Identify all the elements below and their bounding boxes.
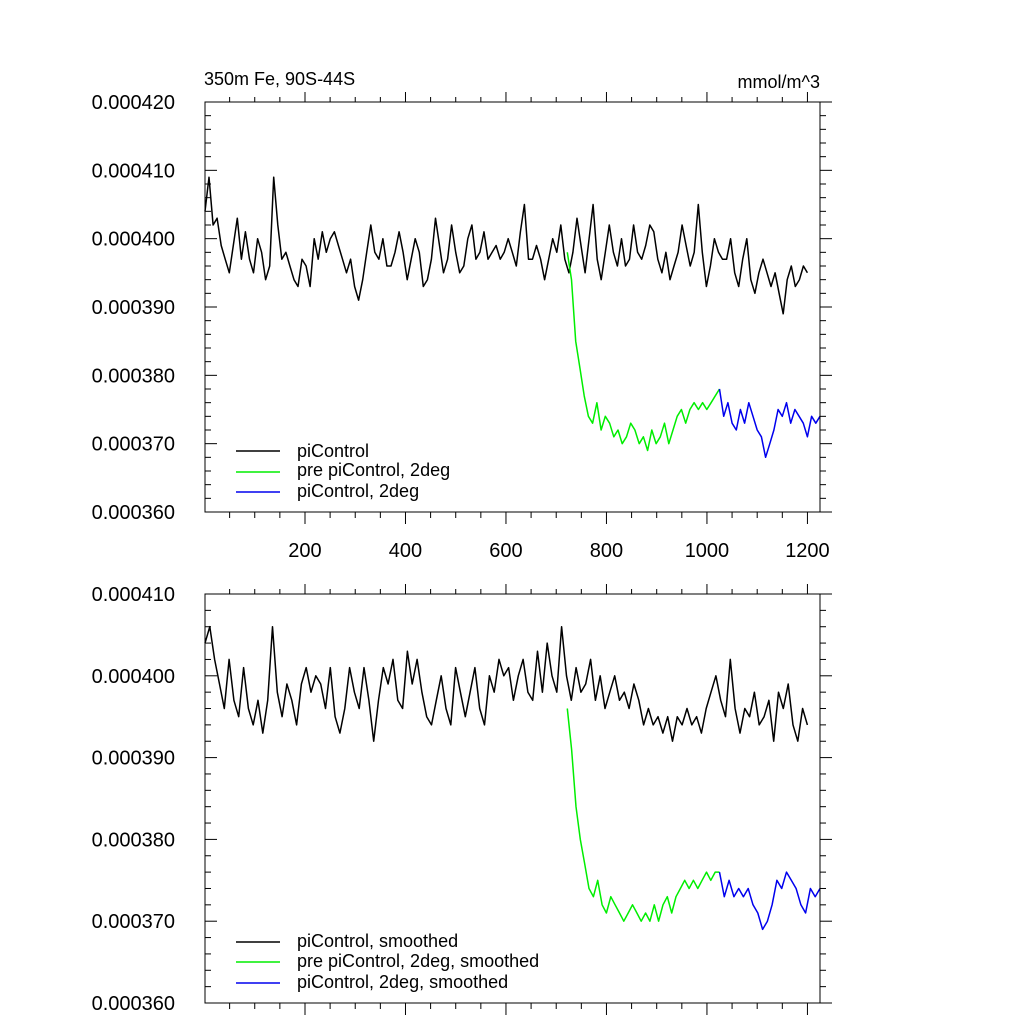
top-panel-title: 350m Fe, 90S-44S: [204, 69, 355, 89]
y-tick-label: 0.000420: [92, 92, 175, 114]
y-tick-label: 0.000380: [92, 365, 175, 387]
x-tick-label: 1200: [785, 540, 830, 562]
y-tick-label: 0.000410: [92, 584, 175, 606]
bottom-panel-series: [204, 625, 821, 931]
top-panel-series: [204, 176, 821, 459]
y-tick-label: 0.000400: [92, 229, 175, 251]
y-tick-label: 0.000380: [92, 829, 175, 851]
x-tick-label: 800: [590, 540, 623, 562]
series-line-picontrol-2deg-smoothed: [718, 871, 821, 931]
legend-label-picontrol-2deg-smoothed: piControl, 2deg, smoothed: [297, 972, 508, 992]
top-panel-units: mmol/m^3: [738, 72, 820, 92]
y-tick-label: 0.000370: [92, 911, 175, 933]
top-panel-legend: piControl pre piControl, 2deg piControl,…: [236, 441, 450, 501]
y-tick-label: 0.000370: [92, 434, 175, 456]
x-tick-label: 400: [389, 540, 422, 562]
top-panel-tick-labels: 0.000360 0.000370 0.000380 0.000390 0.000400…: [92, 92, 830, 562]
series-line-picontrol-smoothed: [204, 625, 809, 742]
bottom-panel: 0.000360 0.000370 0.000380 0.000390 0.000400…: [92, 584, 832, 1015]
top-panel: 0.000360 0.000370 0.000380 0.000390 0.000400…: [92, 69, 832, 562]
x-tick-label: 200: [288, 540, 321, 562]
legend-label-picontrol-2deg: piControl, 2deg: [297, 481, 419, 501]
legend-label-pre-picontrol-2deg: pre piControl, 2deg: [297, 460, 450, 480]
legend-label-pre-picontrol-2deg-smoothed: pre piControl, 2deg, smoothed: [297, 951, 539, 971]
bottom-panel-legend: piControl, smoothed pre piControl, 2deg,…: [236, 931, 539, 992]
top-panel-frame: [204, 101, 821, 513]
bottom-panel-ticks: [205, 584, 832, 1015]
y-tick-label: 0.000390: [92, 748, 175, 770]
bottom-panel-frame: [204, 593, 821, 1004]
series-line-pre-picontrol-2deg: [566, 252, 721, 452]
bottom-panel-tick-labels: 0.000360 0.000370 0.000380 0.000390 0.000400…: [92, 584, 175, 1015]
x-tick-label: 600: [489, 540, 522, 562]
legend-label-picontrol-smoothed: piControl, smoothed: [297, 931, 458, 951]
top-panel-ticks: [205, 92, 832, 524]
x-tick-label: 1000: [685, 540, 730, 562]
series-line-picontrol: [204, 176, 809, 315]
y-tick-label: 0.000360: [92, 502, 175, 524]
y-tick-label: 0.000410: [92, 160, 175, 182]
legend-label-picontrol: piControl: [297, 441, 369, 461]
y-tick-label: 0.000390: [92, 297, 175, 319]
y-tick-label: 0.000360: [92, 993, 175, 1015]
y-tick-label: 0.000400: [92, 666, 175, 688]
series-line-pre-picontrol-2deg-smoothed: [566, 708, 720, 922]
series-line-picontrol-2deg: [718, 388, 821, 459]
